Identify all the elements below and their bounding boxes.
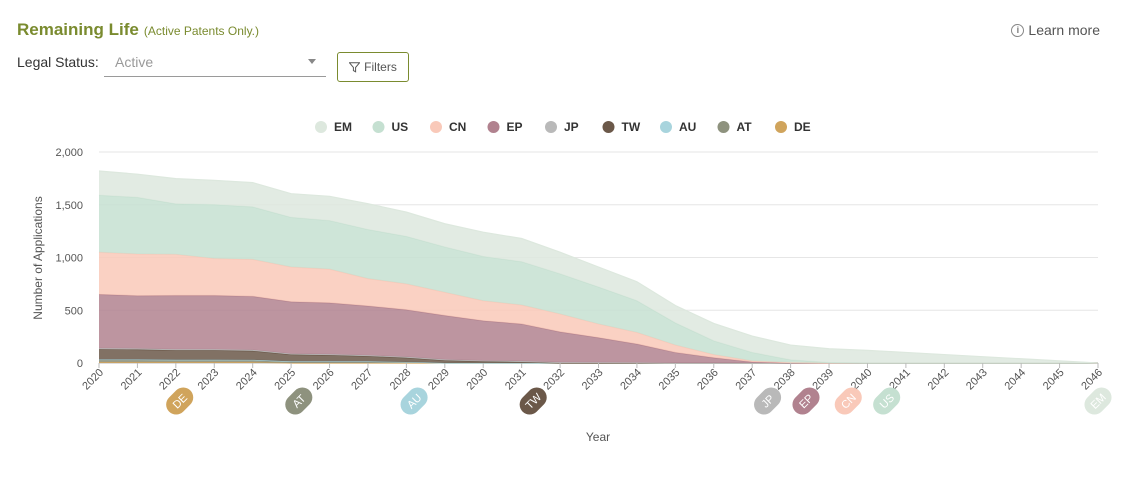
filters-button[interactable]: Filters	[337, 52, 409, 82]
legend-swatch	[487, 121, 500, 133]
legend-label: AT	[737, 120, 753, 134]
legend-item-jp[interactable]: JP	[545, 120, 579, 134]
legend-item-at[interactable]: AT	[717, 120, 753, 134]
expiry-marker-pill	[792, 387, 820, 415]
x-tick-label: 2026	[311, 367, 337, 393]
legend-swatch	[315, 121, 327, 133]
legend-item-au[interactable]: AU	[660, 120, 696, 134]
expiry-marker-ep[interactable]: EP	[788, 383, 823, 418]
y-tick-label: 1,500	[55, 200, 83, 212]
expiry-marker-em[interactable]: EM	[1080, 383, 1115, 418]
expiry-marker-de[interactable]: DE	[162, 383, 197, 418]
x-tick-label: 2043	[964, 367, 990, 393]
x-tick-label: 2032	[541, 367, 567, 393]
legend-item-de[interactable]: DE	[775, 120, 811, 134]
x-tick-label: 2035	[657, 367, 683, 393]
legend-label: JP	[564, 120, 579, 134]
x-tick-label: 2020	[80, 367, 106, 393]
expiry-marker-pill	[834, 387, 862, 415]
expiry-marker-us[interactable]: US	[869, 383, 904, 418]
legend: EM US CN EP JP TW AU AT DE	[315, 120, 811, 134]
area-ep[interactable]	[99, 294, 1098, 363]
x-tick-label: 2045	[1041, 367, 1067, 393]
x-tick-label: 2038	[772, 367, 798, 393]
x-axis-title: Year	[586, 430, 610, 444]
legal-status-value: Active	[115, 54, 154, 70]
caret-down-icon	[308, 59, 316, 64]
legend-item-tw[interactable]: TW	[602, 120, 641, 134]
y-tick-label: 0	[77, 358, 83, 370]
expiry-marker-pill	[873, 387, 901, 415]
x-tick-label: 2029	[426, 367, 452, 393]
expiry-markers: DE AT AU TW JP EP CN US EM	[162, 383, 1115, 418]
filters-button-label: Filters	[364, 60, 397, 74]
legend-label: CN	[449, 120, 466, 134]
y-tick-label: 1,000	[55, 253, 83, 265]
area-cn[interactable]	[99, 252, 1098, 363]
y-tick-label: 500	[65, 305, 83, 317]
learn-more-label: Learn more	[1028, 22, 1100, 38]
expiry-marker-pill	[166, 387, 194, 415]
x-tick-label: 2044	[1002, 367, 1028, 393]
x-tick-label: 2031	[503, 367, 529, 393]
x-tick-label: 2036	[695, 367, 721, 393]
legend-label: EM	[334, 120, 352, 134]
legend-swatch	[372, 121, 385, 133]
y-tick-label: 2,000	[55, 147, 83, 159]
legend-label: US	[392, 120, 409, 134]
legend-label: DE	[794, 120, 811, 134]
expiry-marker-pill	[285, 387, 313, 415]
learn-more-link[interactable]: i Learn more	[1011, 22, 1100, 38]
legend-item-em[interactable]: EM	[315, 120, 352, 134]
expiry-marker-pill	[400, 387, 428, 415]
x-tick-label: 2027	[349, 367, 375, 393]
x-tick-label: 2033	[580, 367, 606, 393]
legend-item-cn[interactable]: CN	[430, 120, 466, 134]
expiry-marker-pill	[754, 387, 782, 415]
expiry-marker-au[interactable]: AU	[396, 383, 431, 418]
chart-header: Remaining Life (Active Patents Only.)	[17, 20, 259, 40]
area-us[interactable]	[99, 195, 1098, 363]
area-line-em	[98, 170, 1099, 364]
legal-status-select[interactable]: Active	[104, 48, 326, 77]
page-title: Remaining Life	[17, 20, 139, 39]
expiry-marker-pill	[1084, 387, 1112, 415]
legend-swatch	[545, 121, 557, 133]
page-subtitle: (Active Patents Only.)	[143, 24, 260, 38]
legend-item-ep[interactable]: EP	[487, 120, 523, 134]
legend-swatch	[775, 121, 787, 133]
x-tick-label: 2024	[234, 367, 260, 393]
y-axis-title: Number of Applications	[31, 196, 45, 319]
expiry-marker-jp[interactable]: JP	[750, 383, 785, 418]
legend-label: TW	[622, 120, 641, 134]
area-series	[98, 170, 1099, 364]
x-tick-label: 2039	[810, 367, 836, 393]
legend-swatch	[430, 121, 442, 133]
expiry-marker-cn[interactable]: CN	[831, 383, 866, 418]
x-tick-label: 2025	[272, 367, 298, 393]
legend-item-us[interactable]: US	[372, 120, 409, 134]
x-tick-label: 2030	[465, 367, 491, 393]
info-circle-icon: i	[1011, 23, 1025, 37]
legal-status-label: Legal Status:	[17, 54, 99, 70]
x-tick-label: 2021	[119, 367, 145, 393]
area-em[interactable]	[99, 170, 1098, 363]
legend-swatch	[660, 121, 672, 133]
x-tick-label: 2037	[734, 367, 760, 393]
expiry-marker-at[interactable]: AT	[281, 383, 316, 418]
legend-swatch	[602, 121, 615, 133]
x-tick-label: 2034	[618, 367, 644, 393]
x-tick-label: 2023	[196, 367, 222, 393]
area-tw[interactable]	[99, 349, 1098, 363]
x-tick-label: 2042	[926, 367, 952, 393]
legend-label: AU	[679, 120, 696, 134]
legend-swatch	[717, 121, 730, 133]
legend-label: EP	[507, 120, 523, 134]
x-tick-label: 2028	[388, 367, 414, 393]
funnel-icon	[349, 61, 361, 73]
